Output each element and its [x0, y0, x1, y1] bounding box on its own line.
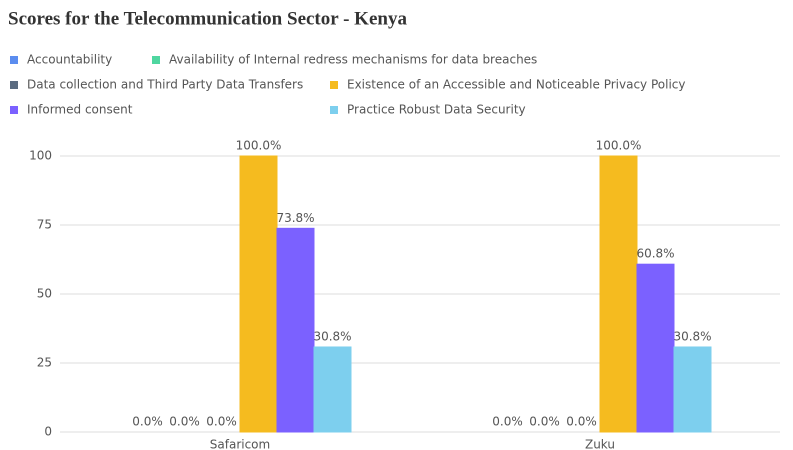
legend-swatch — [152, 56, 160, 64]
legend-label: Practice Robust Data Security — [347, 103, 526, 117]
y-tick-label: 50 — [37, 287, 52, 301]
legend-label: Accountability — [27, 53, 112, 67]
legend-swatch — [10, 106, 18, 114]
value-label: 30.8% — [313, 329, 351, 343]
value-label: 0.0% — [169, 415, 200, 429]
value-label: 0.0% — [529, 415, 560, 429]
legend-label: Data collection and Third Party Data Tra… — [27, 78, 303, 92]
value-label: 100.0% — [236, 139, 282, 153]
y-tick-label: 0 — [44, 425, 52, 439]
chart-title: Scores for the Telecommunication Sector … — [8, 8, 407, 29]
legend-label: Informed consent — [27, 103, 133, 117]
x-tick-label: Safaricom — [210, 438, 270, 450]
legend-label: Availability of Internal redress mechani… — [169, 53, 537, 67]
bar — [636, 263, 675, 433]
bar — [313, 346, 352, 433]
y-tick-label: 75 — [37, 218, 52, 232]
legend-swatch — [10, 56, 18, 64]
x-tick-label: Zuku — [585, 438, 615, 450]
y-tick-label: 25 — [37, 356, 52, 370]
legend-label: Existence of an Accessible and Noticeabl… — [347, 78, 685, 92]
value-label: 0.0% — [132, 415, 163, 429]
bar — [276, 227, 315, 433]
value-label: 0.0% — [206, 415, 237, 429]
y-tick-label: 100 — [29, 149, 52, 163]
value-label: 100.0% — [596, 139, 642, 153]
value-label: 0.0% — [566, 415, 597, 429]
legend-swatch — [330, 106, 338, 114]
bar — [673, 346, 712, 433]
value-label: 30.8% — [673, 329, 711, 343]
bar — [599, 155, 638, 433]
value-label: 0.0% — [492, 415, 523, 429]
bar — [239, 155, 278, 433]
value-label: 60.8% — [636, 247, 674, 261]
legend-swatch — [10, 81, 18, 89]
value-label: 73.8% — [276, 211, 314, 225]
legend-swatch — [330, 81, 338, 89]
